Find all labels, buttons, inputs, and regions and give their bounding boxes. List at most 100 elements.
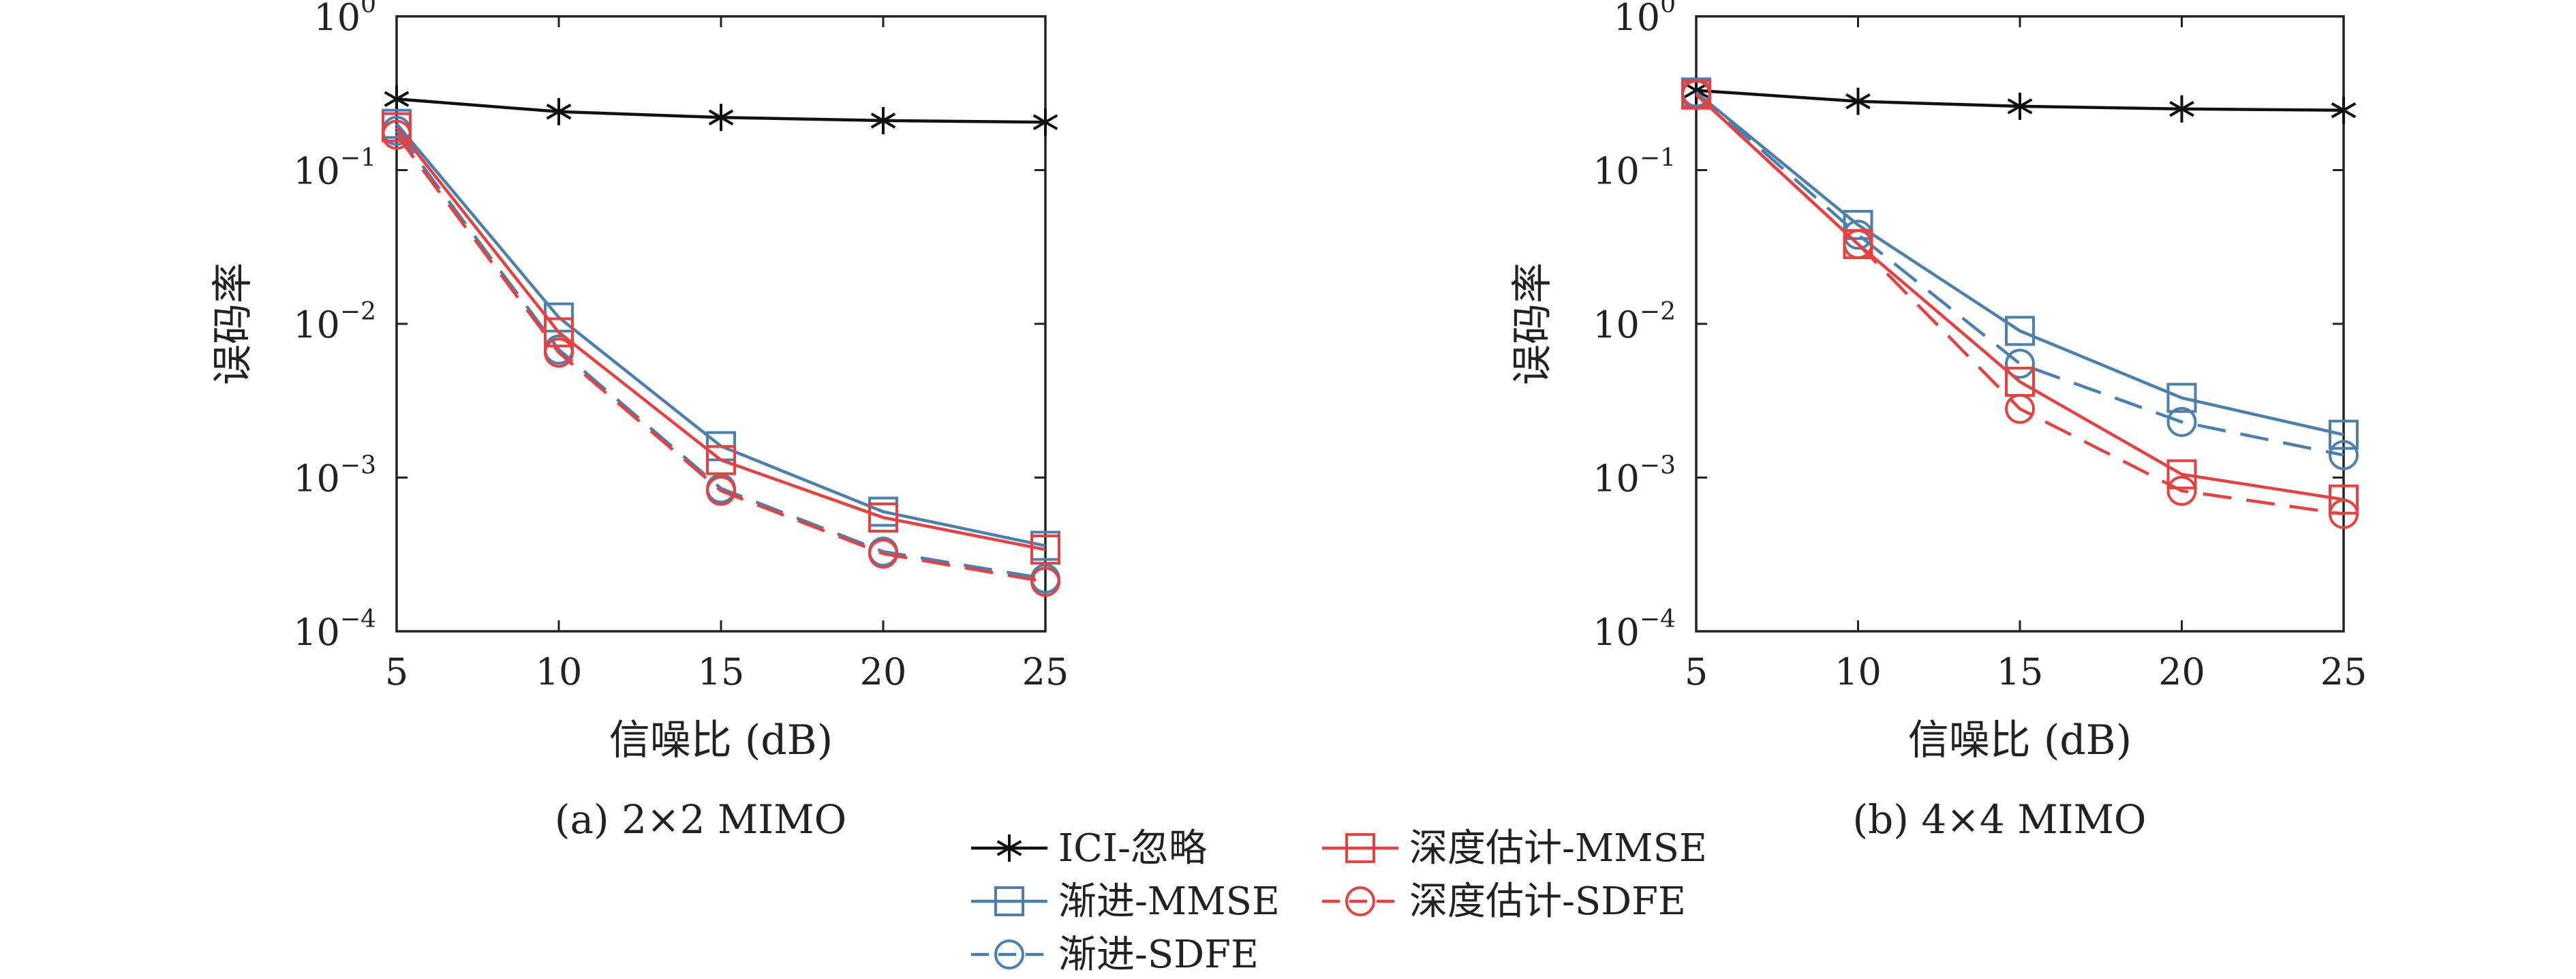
data-point-circle-marker (2005, 348, 2035, 379)
data-point-circle-marker (2329, 440, 2359, 470)
series-line-deep_mmse (1695, 93, 2344, 501)
data-point-circle-marker (868, 539, 898, 569)
legend-item-deep_sdfe: 深度估计-SDFE (1322, 879, 1686, 924)
y-tick-base: 10 (293, 457, 340, 500)
data-point-asterisk-marker (1032, 108, 1058, 136)
y-tick-label: 10−4 (1593, 605, 1676, 654)
y-tick-label: 10−2 (1593, 298, 1676, 346)
data-point-asterisk-marker (870, 106, 896, 134)
x-tick-label: 20 (2158, 650, 2205, 693)
y-tick-base: 10 (1593, 457, 1640, 500)
data-point-circle-marker (382, 119, 412, 150)
series-asym_sdfe (382, 115, 1060, 594)
data-point-square-marker (2329, 419, 2359, 450)
series-deep_sdfe (1681, 79, 2359, 529)
y-tick-exponent: −4 (340, 605, 376, 633)
legend-circle-marker (1345, 886, 1375, 916)
data-point-asterisk-marker (1845, 87, 1871, 115)
plot-frame (1695, 15, 2345, 633)
data-point-square-marker (1843, 209, 1873, 240)
x-axis-label: 信噪比 (dB) (609, 717, 833, 764)
y-tick-exponent: −3 (340, 452, 376, 480)
data-point-square-marker (868, 502, 898, 533)
data-point-asterisk-marker (2331, 96, 2357, 124)
legend-label: 深度估计-SDFE (1409, 879, 1686, 924)
x-tick-label: 15 (1997, 650, 2044, 693)
y-tick-exponent: −1 (340, 145, 376, 172)
data-point-asterisk-marker (708, 104, 734, 132)
y-tick-base: 10 (1593, 611, 1640, 654)
data-point-square-marker (544, 317, 574, 348)
data-point-circle-marker (2166, 475, 2197, 506)
x-axis-label: 信噪比 (dB) (1908, 717, 2132, 764)
data-point-circle-marker (1030, 567, 1060, 597)
legend-square-marker (994, 886, 1024, 916)
x-tick-label: 25 (1022, 650, 1069, 693)
data-point-asterisk-marker (546, 97, 572, 125)
y-axis-label: 误码率 (1509, 262, 1557, 385)
subplot-caption: (b) 4×4 MIMO (1853, 796, 2147, 843)
y-tick-base: 10 (293, 150, 340, 193)
y-tick-label: 10−3 (293, 452, 376, 500)
x-tick-label: 15 (698, 650, 745, 693)
legend-label: 渐进-SDFE (1058, 933, 1259, 977)
y-tick-label: 10−2 (293, 298, 376, 346)
y-tick-exponent: 0 (361, 0, 376, 18)
series-asym_mmse (1681, 77, 2359, 450)
legend-item-deep_mmse: 深度估计-MMSE (1322, 826, 1707, 871)
series-line-asym_mmse (395, 123, 1046, 547)
data-point-asterisk-marker (384, 85, 410, 113)
data-point-circle-marker (2005, 393, 2035, 424)
data-point-asterisk-marker (2169, 95, 2194, 123)
series-deep_sdfe (382, 119, 1060, 597)
series-line-deep_sdfe (1695, 93, 2344, 516)
y-tick-base: 10 (1593, 303, 1640, 346)
y-tick-label: 100 (1613, 0, 1676, 39)
data-point-circle-marker (544, 337, 574, 368)
x-tick-label: 10 (1835, 650, 1882, 693)
series-ici (1683, 76, 2357, 124)
y-tick-exponent: −2 (340, 298, 376, 326)
data-point-circle-marker (2166, 406, 2197, 437)
plot-frame (395, 15, 1047, 633)
legend-asterisk-marker (996, 834, 1022, 862)
y-tick-exponent: −2 (1640, 298, 1676, 326)
x-tick-label: 25 (2320, 650, 2367, 693)
y-axis-label: 误码率 (209, 262, 257, 385)
y-tick-label: 10−3 (1593, 452, 1676, 500)
series-deep_mmse (382, 112, 1060, 565)
y-tick-base: 10 (1613, 0, 1660, 39)
legend-label: 渐进-MMSE (1058, 879, 1280, 924)
y-tick-exponent: −4 (1640, 605, 1676, 633)
series-ici (384, 85, 1058, 136)
data-point-square-marker (2166, 382, 2197, 413)
legend-item-asym_sdfe: 渐进-SDFE (971, 933, 1259, 977)
legend-item-ici: ICI-忽略 (971, 826, 1207, 871)
series-line-asym_sdfe (1695, 91, 2344, 457)
series-line-asym_mmse (1695, 91, 2344, 436)
legend-item-asym_mmse: 渐进-MMSE (971, 879, 1280, 924)
y-tick-base: 10 (293, 303, 340, 346)
y-tick-exponent: −1 (1640, 145, 1676, 172)
series-line-deep_mmse (395, 126, 1046, 552)
x-tick-label: 20 (860, 650, 907, 693)
data-point-square-marker (2166, 459, 2197, 490)
legend-label: ICI-忽略 (1058, 826, 1207, 871)
data-point-circle-marker (1843, 229, 1873, 260)
y-tick-exponent: 0 (1660, 0, 1676, 18)
data-point-circle-marker (706, 475, 736, 506)
data-point-square-marker (2005, 316, 2035, 346)
data-point-circle-marker (1681, 79, 1711, 110)
y-tick-base: 10 (293, 611, 340, 654)
x-tick-label: 5 (1685, 650, 1708, 693)
x-tick-label: 5 (385, 650, 408, 693)
series-line-asym_sdfe (395, 130, 1046, 581)
y-tick-label: 10−1 (293, 145, 376, 193)
y-tick-base: 10 (1593, 150, 1640, 193)
data-point-circle-marker (2329, 498, 2359, 529)
y-tick-label: 10−4 (293, 605, 376, 654)
